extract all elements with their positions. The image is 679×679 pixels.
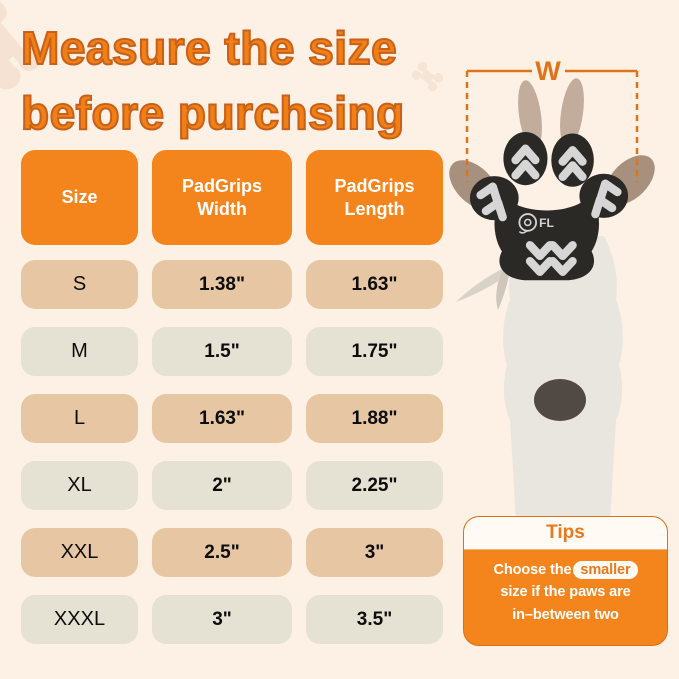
svg-text:FL: FL [539,216,554,230]
